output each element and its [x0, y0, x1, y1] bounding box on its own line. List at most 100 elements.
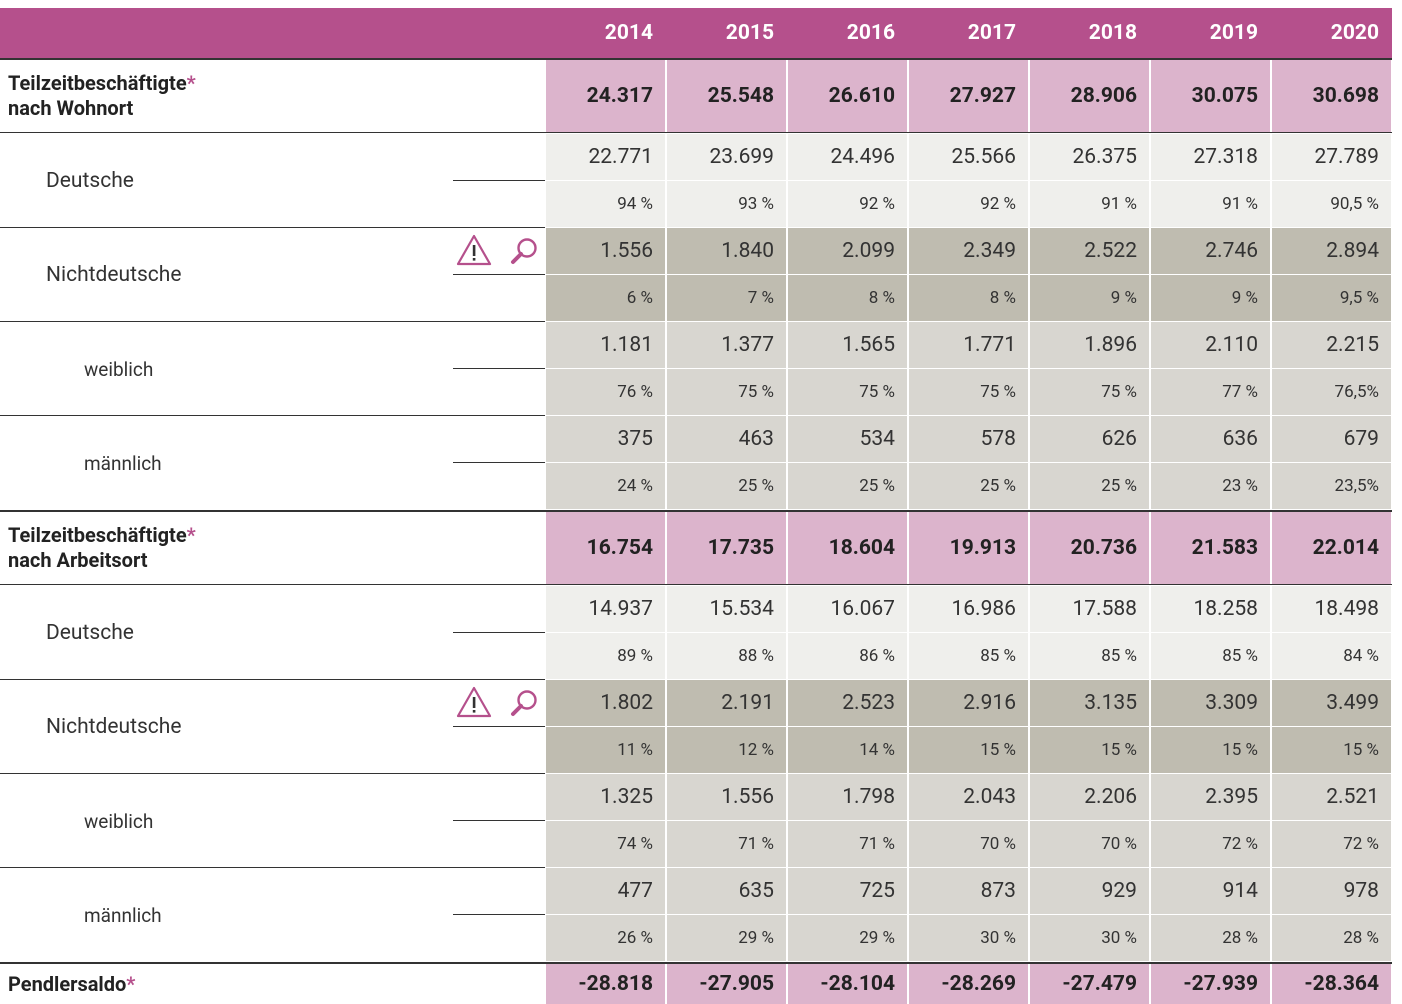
- percent: 74 %: [546, 821, 665, 867]
- asterisk: *: [186, 523, 196, 547]
- percent: 94 %: [546, 181, 665, 227]
- percent: 14 %: [788, 727, 907, 773]
- saldo-value: -28.104: [788, 964, 907, 1004]
- total-value: 16.754: [546, 512, 665, 584]
- percent: 75 %: [1030, 369, 1149, 415]
- total-value: 27.927: [909, 60, 1028, 132]
- row-label: weiblich: [84, 357, 154, 381]
- percent: 8 %: [909, 275, 1028, 321]
- title-line: Teilzeitbeschäftigte*: [8, 71, 196, 96]
- value: 3.135: [1030, 680, 1149, 726]
- percent: 23,5%: [1272, 463, 1391, 509]
- percent: 25 %: [909, 463, 1028, 509]
- value: 1.181: [546, 322, 665, 368]
- percent: 28 %: [1272, 915, 1391, 961]
- percent: 30 %: [909, 915, 1028, 961]
- total-value: 30.698: [1272, 60, 1391, 132]
- value: 22.771: [546, 134, 665, 180]
- row-label: weiblich: [84, 809, 154, 833]
- rule: [0, 58, 1392, 60]
- percent: 7 %: [667, 275, 786, 321]
- value: 1.802: [546, 680, 665, 726]
- percent: 8 %: [788, 275, 907, 321]
- asterisk: *: [186, 71, 196, 95]
- title-text: Pendlersaldo: [8, 971, 127, 996]
- value: 17.588: [1030, 586, 1149, 632]
- section-title: Pendlersaldo*: [8, 964, 543, 1004]
- total-value: 18.604: [788, 512, 907, 584]
- saldo-value: -27.939: [1151, 964, 1270, 1004]
- value: 2.043: [909, 774, 1028, 820]
- title-text: Teilzeitbeschäftigte: [8, 523, 187, 547]
- icons: [456, 234, 537, 266]
- value: 534: [788, 416, 907, 462]
- rule: [0, 321, 545, 322]
- value: 2.523: [788, 680, 907, 726]
- value: 14.937: [546, 586, 665, 632]
- percent: 75 %: [909, 369, 1028, 415]
- value: 2.894: [1272, 228, 1391, 274]
- year-header: 2015: [667, 8, 786, 58]
- rule: [0, 867, 545, 868]
- value: 16.986: [909, 586, 1028, 632]
- saldo-value: -27.479: [1030, 964, 1149, 1004]
- percent: 15 %: [909, 727, 1028, 773]
- row-label: männlich: [84, 903, 162, 927]
- value: 1.325: [546, 774, 665, 820]
- value: 2.215: [1272, 322, 1391, 368]
- total-value: 19.913: [909, 512, 1028, 584]
- percent: 30 %: [1030, 915, 1149, 961]
- section-title: Teilzeitbeschäftigte* nach Wohnort: [8, 60, 543, 132]
- year-header: 2018: [1030, 8, 1149, 58]
- value: 1.840: [667, 228, 786, 274]
- value: 27.789: [1272, 134, 1391, 180]
- percent: 75 %: [667, 369, 786, 415]
- value: 2.110: [1151, 322, 1270, 368]
- title-text: nach Arbeitsort: [8, 548, 148, 572]
- percent: 70 %: [1030, 821, 1149, 867]
- value: 2.191: [667, 680, 786, 726]
- percent: 91 %: [1030, 181, 1149, 227]
- value: 26.375: [1030, 134, 1149, 180]
- value: 2.395: [1151, 774, 1270, 820]
- percent: 70 %: [909, 821, 1028, 867]
- value: 24.496: [788, 134, 907, 180]
- value: 25.566: [909, 134, 1028, 180]
- percent: 93 %: [667, 181, 786, 227]
- rule: [453, 462, 545, 463]
- percent: 25 %: [788, 463, 907, 509]
- value: 1.565: [788, 322, 907, 368]
- row-label: Deutsche: [46, 169, 134, 193]
- value: 578: [909, 416, 1028, 462]
- value: 3.309: [1151, 680, 1270, 726]
- rule: [453, 632, 545, 633]
- percent: 15 %: [1272, 727, 1391, 773]
- rule: [453, 368, 545, 369]
- value: 635: [667, 868, 786, 914]
- rule: [0, 773, 545, 774]
- percent: 15 %: [1030, 727, 1149, 773]
- percent: 88 %: [667, 633, 786, 679]
- title-text: Teilzeitbeschäftigte: [8, 71, 187, 95]
- percent: 24 %: [546, 463, 665, 509]
- percent: 12 %: [667, 727, 786, 773]
- value: 1.377: [667, 322, 786, 368]
- rule: [0, 510, 1392, 512]
- value: 463: [667, 416, 786, 462]
- value: 18.258: [1151, 586, 1270, 632]
- saldo-value: -28.364: [1272, 964, 1391, 1004]
- rule: [0, 132, 1392, 133]
- percent: 25 %: [667, 463, 786, 509]
- percent: 75 %: [788, 369, 907, 415]
- value: 2.349: [909, 228, 1028, 274]
- value: 1.771: [909, 322, 1028, 368]
- percent: 85 %: [1151, 633, 1270, 679]
- total-value: 24.317: [546, 60, 665, 132]
- value: 1.798: [788, 774, 907, 820]
- value: 636: [1151, 416, 1270, 462]
- percent: 25 %: [1030, 463, 1149, 509]
- year-header: 2014: [546, 8, 665, 58]
- percent: 85 %: [1030, 633, 1149, 679]
- saldo-value: -27.905: [667, 964, 786, 1004]
